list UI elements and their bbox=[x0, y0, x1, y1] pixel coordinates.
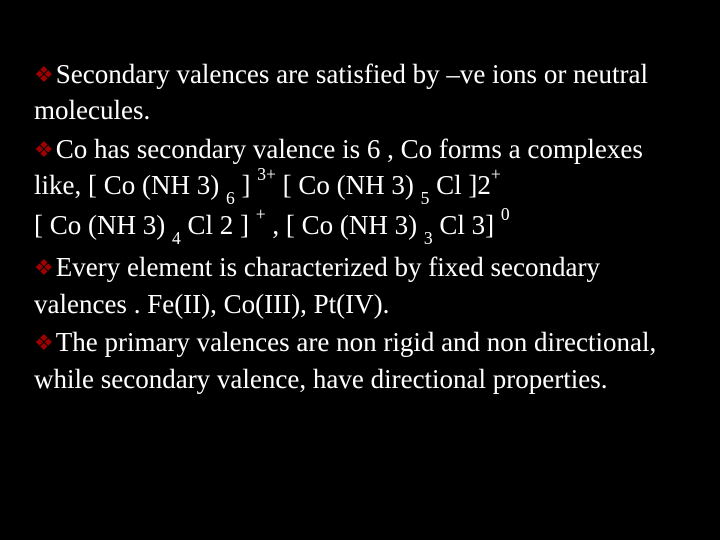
bullet-text: ] bbox=[235, 170, 258, 200]
subscript: 4 bbox=[172, 228, 181, 248]
bullet-text: Cl 2 ] bbox=[181, 210, 256, 240]
bullet-text: Cl ]2 bbox=[429, 170, 491, 200]
superscript: 0 bbox=[501, 204, 510, 224]
bullet-text: [ Co (NH 3) bbox=[276, 170, 421, 200]
diamond-bullet-icon: ❖ bbox=[34, 328, 54, 358]
bullet-text: Every element is characterized by fixed … bbox=[34, 252, 600, 318]
superscript: + bbox=[491, 164, 501, 184]
bullet-text: , [ Co (NH 3) bbox=[266, 210, 424, 240]
bullet-paragraph-2: ❖Co has secondary valence is 6 , Co form… bbox=[34, 131, 686, 248]
bullet-text: Secondary valences are satisfied by –ve … bbox=[34, 59, 648, 125]
diamond-bullet-icon: ❖ bbox=[34, 253, 54, 283]
subscript: 3 bbox=[424, 228, 433, 248]
formula-line: [ Co (NH 3) 4 Cl 2 ] + , [ Co (NH 3) 3 C… bbox=[34, 207, 686, 247]
subscript: 5 bbox=[421, 188, 430, 208]
diamond-bullet-icon: ❖ bbox=[34, 135, 54, 165]
subscript: 6 bbox=[226, 188, 235, 208]
bullet-paragraph-3: ❖Every element is characterized by fixed… bbox=[34, 249, 686, 322]
bullet-text: [ Co (NH 3) bbox=[34, 210, 172, 240]
bullet-paragraph-4: ❖The primary valences are non rigid and … bbox=[34, 324, 686, 397]
superscript: + bbox=[256, 204, 266, 224]
bullet-paragraph-1: ❖Secondary valences are satisfied by –ve… bbox=[34, 56, 686, 129]
diamond-bullet-icon: ❖ bbox=[34, 60, 54, 90]
bullet-text: Cl 3] bbox=[433, 210, 501, 240]
slide-body: ❖Secondary valences are satisfied by –ve… bbox=[34, 56, 686, 397]
bullet-text: The primary valences are non rigid and n… bbox=[34, 327, 656, 393]
superscript: 3+ bbox=[257, 164, 276, 184]
